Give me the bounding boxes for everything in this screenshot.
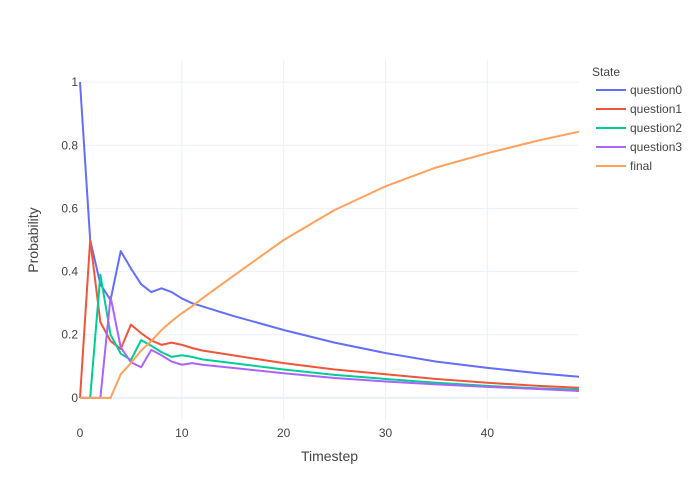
- legend-item-question1[interactable]: question1: [596, 102, 682, 116]
- legend-item-question0[interactable]: question0: [596, 83, 682, 97]
- legend-item-final[interactable]: final: [596, 159, 652, 173]
- legend-label: question1: [630, 102, 682, 116]
- y-tick-labels: 0 0.2 0.4 0.6 0.8 1: [61, 75, 78, 405]
- x-tick-label: 30: [379, 426, 393, 440]
- legend: State question0 question1 question2 questio…: [592, 65, 682, 173]
- y-tick-label: 1: [71, 75, 78, 89]
- x-gridlines: [181, 60, 488, 420]
- series-line-question0: [79, 82, 580, 378]
- legend-title: State: [592, 65, 620, 79]
- y-gridlines: [80, 81, 579, 336]
- y-tick-label: 0.6: [61, 201, 78, 215]
- x-tick-labels: 0 10 20 30 40: [77, 426, 495, 440]
- y-tick-label: 0.4: [61, 265, 78, 279]
- y-tick-label: 0.8: [61, 138, 78, 152]
- x-axis-title: Timestep: [301, 448, 358, 464]
- series-line-question1: [79, 239, 580, 398]
- legend-label: question2: [630, 121, 682, 135]
- x-tick-label: 20: [277, 426, 291, 440]
- legend-label: final: [630, 159, 652, 173]
- legend-label: question3: [630, 140, 682, 154]
- series-line-final: [80, 130, 580, 399]
- series-line-question3: [80, 295, 580, 399]
- y-tick-label: 0.2: [61, 328, 78, 342]
- legend-item-question3[interactable]: question3: [596, 140, 682, 154]
- plot-area: [80, 60, 579, 420]
- legend-item-question2[interactable]: question2: [596, 121, 682, 135]
- legend-label: question0: [630, 83, 682, 97]
- x-tick-label: 40: [481, 426, 495, 440]
- series-line-question2: [80, 273, 580, 399]
- x-tick-label: 10: [175, 426, 189, 440]
- y-axis-title: Probability: [25, 207, 41, 272]
- x-tick-label: 0: [77, 426, 84, 440]
- series-lines: [79, 82, 580, 399]
- y-tick-label: 0: [71, 391, 78, 405]
